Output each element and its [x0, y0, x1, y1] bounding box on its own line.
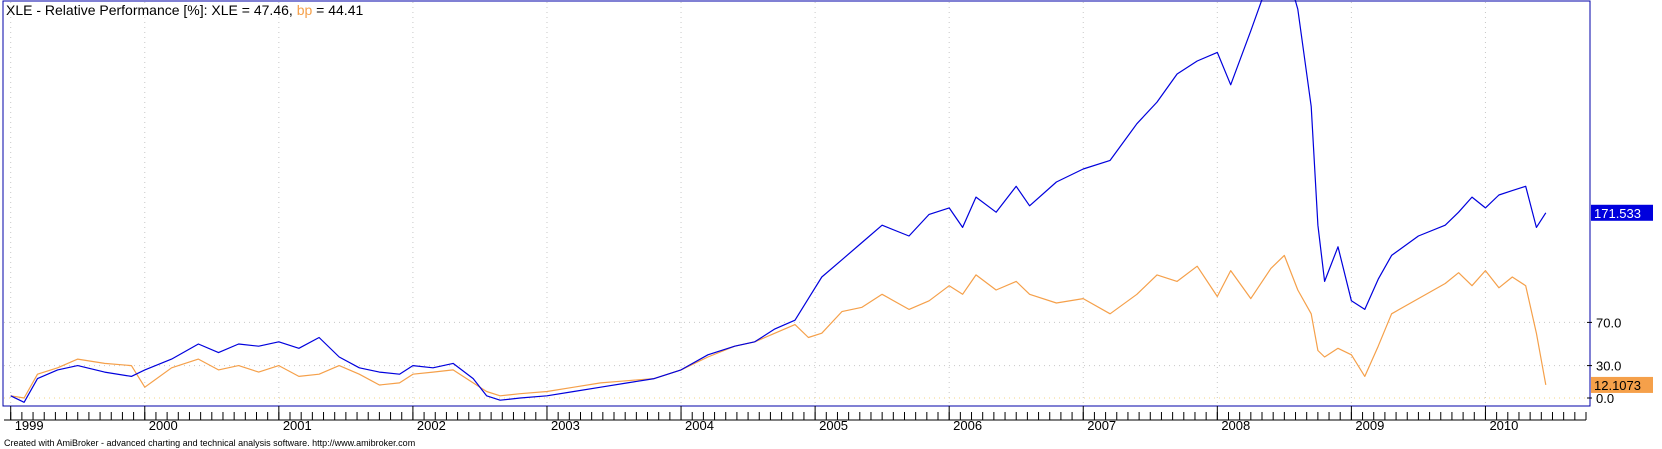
x-axis: 1999 2000 2001 2002 2003 2004 2005 2006 2007 2008… [4, 406, 1587, 433]
plot-frame [2, 0, 1591, 407]
x-tick-label: 2005 [819, 418, 848, 433]
chart-title: XLE - Relative Performance [%]: XLE = 47… [6, 2, 363, 18]
grid [4, 2, 1586, 405]
x-tick-label: 2001 [283, 418, 312, 433]
x-tick-label: 2007 [1087, 418, 1116, 433]
last-value-badge-bp [1591, 376, 1653, 393]
last-value-label-bp: 12.1073 [1594, 378, 1641, 393]
series-layer [10, 0, 1547, 403]
x-tick-label: 2010 [1489, 418, 1518, 433]
series-line-bp [10, 254, 1547, 399]
last-value-badge-xle [1591, 204, 1653, 221]
series-line-xle [10, 0, 1547, 403]
x-tick-label: 2004 [685, 418, 714, 433]
footer-credit: Created with AmiBroker - advanced charti… [4, 438, 415, 448]
x-tick-label: 2002 [417, 418, 446, 433]
y-tick-label: 0.0 [1596, 391, 1614, 406]
x-tick-label: 2003 [551, 418, 580, 433]
last-value-label-xle: 171.533 [1594, 206, 1641, 221]
x-tick-label: 2000 [149, 418, 178, 433]
y-tick-label: 30.0 [1596, 359, 1621, 374]
y-axis: 0.0 30.0 70.0 [1587, 315, 1621, 406]
y-tick-label: 70.0 [1596, 315, 1621, 330]
x-tick-label: 2006 [953, 418, 982, 433]
x-tick-label: 2009 [1355, 418, 1384, 433]
last-value-badges: 171.533 12.1073 [1591, 204, 1653, 393]
x-tick-label: 1999 [15, 418, 44, 433]
x-tick-label: 2008 [1221, 418, 1250, 433]
